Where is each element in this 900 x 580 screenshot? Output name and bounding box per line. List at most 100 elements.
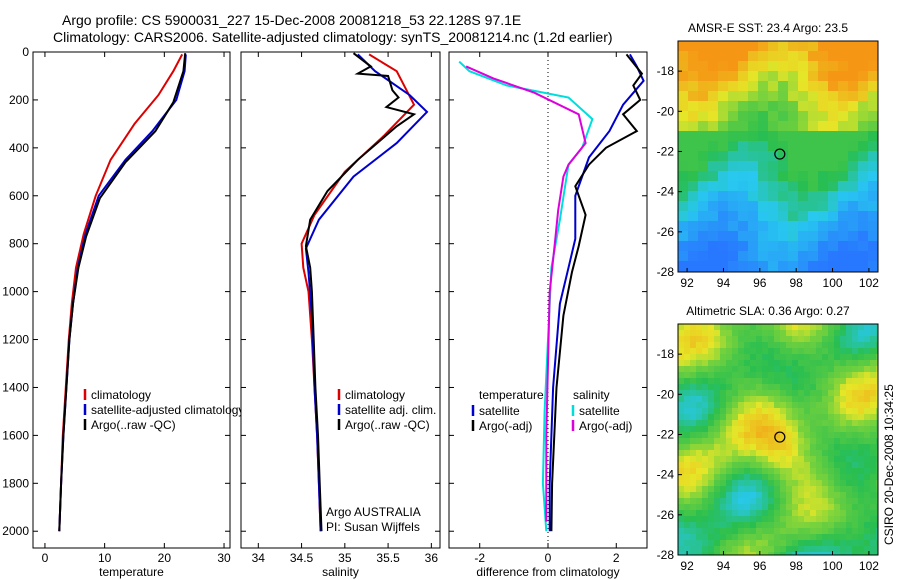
- sla-map-cell: [744, 492, 751, 499]
- sst-map-cell: [718, 41, 729, 52]
- sla-map-cell: [840, 450, 847, 457]
- sla-map-cell: [720, 522, 727, 529]
- sla-map-cell: [684, 408, 691, 415]
- sst-map-cell: [688, 41, 699, 52]
- sst-map-cell: [768, 61, 779, 72]
- sst-map-cell: [738, 41, 749, 52]
- sst-map-cell: [798, 161, 809, 172]
- difference-xlabel: difference from climatology: [476, 565, 619, 579]
- sla-map-cell: [744, 486, 751, 493]
- sst-map-cell: [868, 81, 879, 92]
- sla-map-cell: [744, 528, 751, 535]
- sla-map-cell: [696, 336, 703, 343]
- sst-map-cell: [698, 131, 709, 142]
- sst-map-cell: [758, 91, 769, 102]
- sla-map-cell: [690, 378, 697, 385]
- sla-map-cell: [846, 510, 853, 517]
- sla-map-cell: [804, 474, 811, 481]
- sst-map-cell: [778, 171, 789, 182]
- sla-map-cell: [822, 510, 829, 517]
- sla-map-cell: [822, 522, 829, 529]
- sla-map-cell: [720, 534, 727, 541]
- sla-map-cell: [852, 462, 859, 469]
- sla-map-cell: [834, 438, 841, 445]
- sla-map-cell: [834, 420, 841, 427]
- sla-map-cell: [876, 468, 879, 475]
- sla-map-cell: [774, 480, 781, 487]
- sla-map-cell: [732, 360, 739, 367]
- sla-map-cell: [708, 450, 715, 457]
- salinity-annotation-line2: PI: Susan Wijffels: [326, 520, 420, 534]
- sst-map-cell: [698, 111, 709, 122]
- sla-map-cell: [852, 438, 859, 445]
- sla-map-cell: [696, 390, 703, 397]
- sla-map-cell: [816, 408, 823, 415]
- temperature-panel: 0 10 20 30temperature0200400600800100012001…: [2, 45, 244, 579]
- sst-map-cell: [868, 111, 879, 122]
- sst-map-cell: [818, 121, 829, 132]
- sla-map-cell: [702, 348, 709, 355]
- sla-map-cell: [870, 504, 877, 511]
- sst-map-cell: [838, 41, 849, 52]
- sla-map-cell: [684, 456, 691, 463]
- sla-map-cell: [750, 540, 757, 547]
- sla-map-cell: [816, 540, 823, 547]
- sla-map-cell: [690, 456, 697, 463]
- sla-map-cell: [684, 432, 691, 439]
- sst-map-cell: [678, 101, 689, 112]
- sla-map-cell: [756, 366, 763, 373]
- sla-map-cell: [804, 444, 811, 451]
- sla-map-cell: [720, 402, 727, 409]
- sla-map-cell: [684, 354, 691, 361]
- sst-map-cell: [818, 211, 829, 222]
- sst-map-cell: [818, 251, 829, 262]
- sla-map-ytick-label: -24: [657, 468, 675, 482]
- sla-map-cell: [774, 462, 781, 469]
- sst-map-cell: [798, 121, 809, 132]
- sla-map-cell: [744, 504, 751, 511]
- sla-map-cell: [840, 462, 847, 469]
- sla-map-cell: [684, 372, 691, 379]
- sla-map-cell: [822, 372, 829, 379]
- sst-map-cell: [828, 161, 839, 172]
- sst-map-cell: [818, 261, 829, 272]
- sla-map-cell: [846, 324, 853, 331]
- sla-map-cell: [768, 330, 775, 337]
- sst-map-cell: [748, 121, 759, 132]
- sla-map-cell: [870, 360, 877, 367]
- sla-map-cell: [768, 444, 775, 451]
- sla-map-cell: [810, 444, 817, 451]
- sla-map-cell: [834, 540, 841, 547]
- sst-map-cell: [858, 121, 869, 132]
- sst-map-cell: [848, 261, 859, 272]
- sla-map-cell: [690, 522, 697, 529]
- sst-map-cell: [728, 131, 739, 142]
- sla-map-cell: [852, 486, 859, 493]
- sla-map-cell: [870, 534, 877, 541]
- sst-map-cell: [858, 151, 869, 162]
- sst-map-cell: [708, 131, 719, 142]
- sla-map-cell: [738, 336, 745, 343]
- sla-map-cell: [678, 528, 685, 535]
- sst-map-cell: [848, 71, 859, 82]
- sla-map-cell: [864, 468, 871, 475]
- sla-map-cell: [720, 360, 727, 367]
- sla-map-cell: [744, 510, 751, 517]
- sst-map-cell: [758, 51, 769, 62]
- sla-map-cell: [678, 372, 685, 379]
- sla-map-cell: [858, 408, 865, 415]
- sla-map-cell: [786, 510, 793, 517]
- sla-map-cell: [756, 420, 763, 427]
- sst-map-cell: [698, 151, 709, 162]
- sst-map-cell: [768, 231, 779, 242]
- sst-map-cell: [718, 221, 729, 232]
- sst-map-cell: [838, 161, 849, 172]
- sla-map-cell: [852, 372, 859, 379]
- sst-map-cell: [848, 51, 859, 62]
- figure-title-line1: Argo profile: CS 5900031_227 15-Dec-2008…: [62, 12, 521, 28]
- sla-map-cell: [762, 468, 769, 475]
- sla-map-cell: [822, 540, 829, 547]
- sla-map-cell: [804, 462, 811, 469]
- sla-map-cell: [858, 360, 865, 367]
- sla-map-cell: [702, 366, 709, 373]
